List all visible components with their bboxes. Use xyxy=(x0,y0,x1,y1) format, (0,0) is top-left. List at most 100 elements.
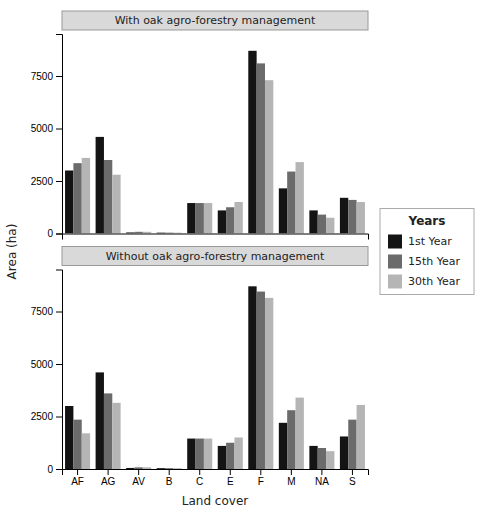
x-tick: F xyxy=(258,469,264,487)
bar xyxy=(234,438,242,470)
x-tick: E xyxy=(227,469,234,487)
x-tick-mark xyxy=(199,469,200,475)
legend-frame xyxy=(380,209,474,295)
bar xyxy=(318,215,326,234)
bar xyxy=(226,207,234,233)
y-tick-mark xyxy=(56,181,62,182)
bar xyxy=(65,171,73,234)
x-tick-mark xyxy=(108,469,109,475)
y-tick: 0 xyxy=(47,228,62,239)
bar xyxy=(309,210,317,233)
x-tick-label: AG xyxy=(101,476,116,487)
bar xyxy=(173,232,181,233)
bar xyxy=(218,446,226,469)
y-tick-mark xyxy=(56,364,62,365)
bar xyxy=(218,210,226,233)
x-tick-mark xyxy=(138,469,139,475)
y-tick-label: 7500 xyxy=(31,306,54,317)
bar xyxy=(134,467,142,469)
y-axis-line xyxy=(56,270,63,470)
bar xyxy=(173,468,181,469)
title-box xyxy=(62,11,368,30)
x-tick-label: S xyxy=(349,476,356,487)
legend-swatch xyxy=(388,255,402,269)
bar xyxy=(265,80,273,233)
bar xyxy=(296,162,304,233)
bar-series xyxy=(82,298,365,469)
bar xyxy=(143,467,151,469)
bar xyxy=(326,451,334,469)
bar xyxy=(96,372,104,469)
bar xyxy=(287,172,295,234)
bar xyxy=(340,436,348,469)
bar xyxy=(187,203,195,233)
bar xyxy=(357,202,365,234)
legend-label: 1st Year xyxy=(408,235,452,248)
y-tick: 2500 xyxy=(31,411,62,422)
bar xyxy=(279,188,287,233)
panel: 0250050007500With oak agro-forestry mana… xyxy=(31,11,369,240)
y-axis-title: Area (ha) xyxy=(5,224,19,280)
x-tick-mark xyxy=(321,469,322,475)
bar xyxy=(104,393,112,469)
bar xyxy=(165,232,173,233)
y-tick-label: 5000 xyxy=(31,359,54,370)
x-tick: NA xyxy=(315,469,329,487)
bar-series xyxy=(65,51,348,234)
bar xyxy=(82,158,90,234)
bar xyxy=(309,446,317,469)
y-tick-label: 7500 xyxy=(31,71,54,82)
chart-svg: 0 2500 5000 7500 With oak agro-forestry mana… xyxy=(0,0,480,519)
bar xyxy=(265,298,273,469)
bar xyxy=(226,443,234,469)
bar xyxy=(73,420,81,469)
title-box xyxy=(62,247,368,266)
x-axis: AFAGAVBCEFMNAS xyxy=(63,469,369,487)
bar-series xyxy=(73,63,356,233)
bar-series xyxy=(65,286,348,469)
y-tick-mark xyxy=(56,417,62,418)
legend: Years1st Year15th Year30th Year xyxy=(380,209,474,295)
y-tick-mark xyxy=(56,234,62,235)
legend-item: 1st Year xyxy=(388,235,452,249)
x-tick-label: AF xyxy=(71,476,84,487)
bar xyxy=(340,198,348,234)
bar xyxy=(257,63,265,233)
y-tick: 7500 xyxy=(31,71,62,82)
bar-series xyxy=(82,80,365,233)
x-tick-label: NA xyxy=(315,476,329,487)
bar xyxy=(187,439,195,469)
y-tick-label: 2500 xyxy=(31,411,54,422)
bars xyxy=(65,286,365,469)
y-axis: 0 2500 5000 7500 xyxy=(31,270,63,475)
bar xyxy=(143,232,151,234)
y-tick: 7500 xyxy=(31,306,62,317)
bar-series xyxy=(73,292,356,469)
x-tick: B xyxy=(166,469,173,487)
bar xyxy=(196,203,204,233)
bar xyxy=(157,468,165,469)
x-tick-mark xyxy=(291,469,292,475)
bar xyxy=(257,292,265,469)
bar xyxy=(326,218,334,234)
y-tick-label: 0 xyxy=(47,464,53,475)
y-tick-label: 0 xyxy=(47,228,53,239)
chart-title: With oak agro-forestry management xyxy=(115,14,316,27)
legend-item: 15th Year xyxy=(388,255,461,269)
bar xyxy=(157,232,165,233)
x-tick: S xyxy=(349,469,356,487)
y-tick: 0 xyxy=(47,464,62,475)
legend-label: 30th Year xyxy=(408,275,461,288)
bar xyxy=(196,439,204,469)
bar xyxy=(204,203,212,233)
x-tick: AG xyxy=(101,469,116,487)
bar xyxy=(104,160,112,234)
bar xyxy=(134,232,142,234)
x-tick: C xyxy=(196,469,203,487)
x-axis-line xyxy=(63,470,369,476)
legend-label: 15th Year xyxy=(408,255,461,268)
y-tick-mark xyxy=(56,469,62,470)
bar xyxy=(348,200,356,234)
x-tick-mark xyxy=(77,469,78,475)
bar xyxy=(279,423,287,469)
